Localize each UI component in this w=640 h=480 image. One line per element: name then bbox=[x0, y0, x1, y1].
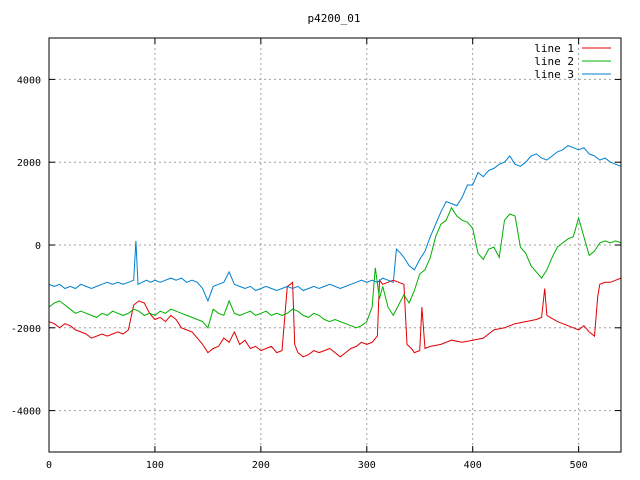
series-line-3 bbox=[48, 145, 622, 303]
chart-title: p4200_01 bbox=[308, 12, 361, 25]
series-line-1 bbox=[48, 277, 622, 358]
y-tick-label: 0 bbox=[35, 241, 41, 252]
x-tick-label: 0 bbox=[46, 460, 52, 471]
x-tick-label: 100 bbox=[146, 460, 164, 471]
x-tick-label: 200 bbox=[252, 460, 270, 471]
axis-ticks: 0 100 200 300 400 500 -4000 -2000 0 2000 4000 bbox=[11, 38, 621, 471]
legend-label-3: line 3 bbox=[534, 68, 574, 81]
legend-label-2: line 2 bbox=[534, 55, 574, 68]
series-line-2 bbox=[48, 206, 622, 329]
y-tick-label: 2000 bbox=[17, 158, 41, 169]
grid-lines bbox=[49, 38, 621, 452]
legend-label-1: line 1 bbox=[534, 42, 574, 55]
y-tick-label: -4000 bbox=[11, 407, 41, 418]
x-tick-label: 400 bbox=[464, 460, 482, 471]
y-tick-label: -2000 bbox=[11, 324, 41, 335]
series-lines bbox=[48, 145, 622, 358]
y-tick-label: 4000 bbox=[17, 75, 41, 86]
x-tick-label: 300 bbox=[358, 460, 376, 471]
x-tick-label: 500 bbox=[570, 460, 588, 471]
